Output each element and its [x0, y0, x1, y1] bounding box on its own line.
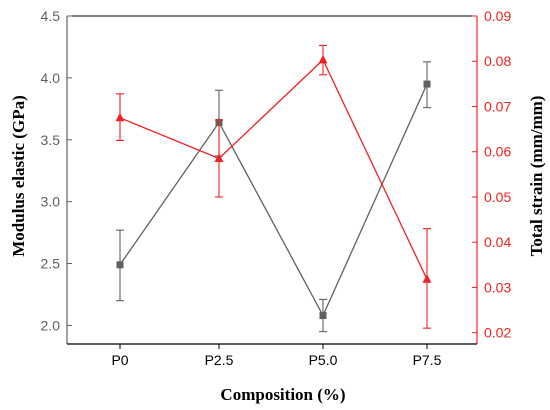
left-y-tick-label: 4.5: [41, 8, 61, 24]
x-tick-label: P5.0: [309, 352, 338, 368]
left-y-axis-title: Modulus elastic (GPa): [9, 95, 28, 257]
data-point-triangle: [214, 153, 224, 163]
series-line: [119, 58, 428, 280]
right-y-tick-label: 0.03: [484, 279, 511, 295]
axes: 2.0 2.5 3.0 3.5 4.0 4.5 0.02 0.03 0.04 0.05 0.06 0.…: [41, 8, 512, 368]
right-y-tick-label: 0.09: [484, 8, 511, 24]
left-y-tick-label: 2.5: [41, 256, 61, 272]
left-y-tick-label: 3.0: [41, 194, 61, 210]
left-y-tick-label: 3.5: [41, 132, 61, 148]
series-modulus: [116, 61, 431, 333]
right-y-tick-label: 0.07: [484, 98, 511, 114]
right-y-tick-label: 0.08: [484, 53, 511, 69]
series-line: [119, 83, 428, 318]
x-axis-title: Composition (%): [220, 385, 345, 404]
data-point-triangle: [115, 112, 125, 122]
data-point-triangle: [318, 54, 328, 64]
data-point-square: [319, 312, 327, 320]
data-point-triangle: [422, 274, 432, 283]
x-tick-label: P2.5: [205, 352, 234, 368]
data-point-square: [116, 261, 124, 269]
right-y-tick-label: 0.04: [484, 234, 511, 250]
plot-area: [115, 44, 432, 333]
left-y-tick-label: 4.0: [41, 70, 61, 86]
right-y-tick-label: 0.06: [484, 144, 511, 160]
right-y-tick-label: 0.02: [484, 325, 511, 341]
x-tick-label: P7.5: [413, 352, 442, 368]
left-y-tick-label: 2.0: [41, 317, 61, 333]
right-y-axis-title: Total strain (mm/mm): [527, 96, 546, 257]
series-strain: [115, 44, 432, 329]
data-point-square: [423, 80, 431, 88]
right-y-tick-label: 0.05: [484, 189, 511, 205]
x-tick-label: P0: [111, 352, 128, 368]
